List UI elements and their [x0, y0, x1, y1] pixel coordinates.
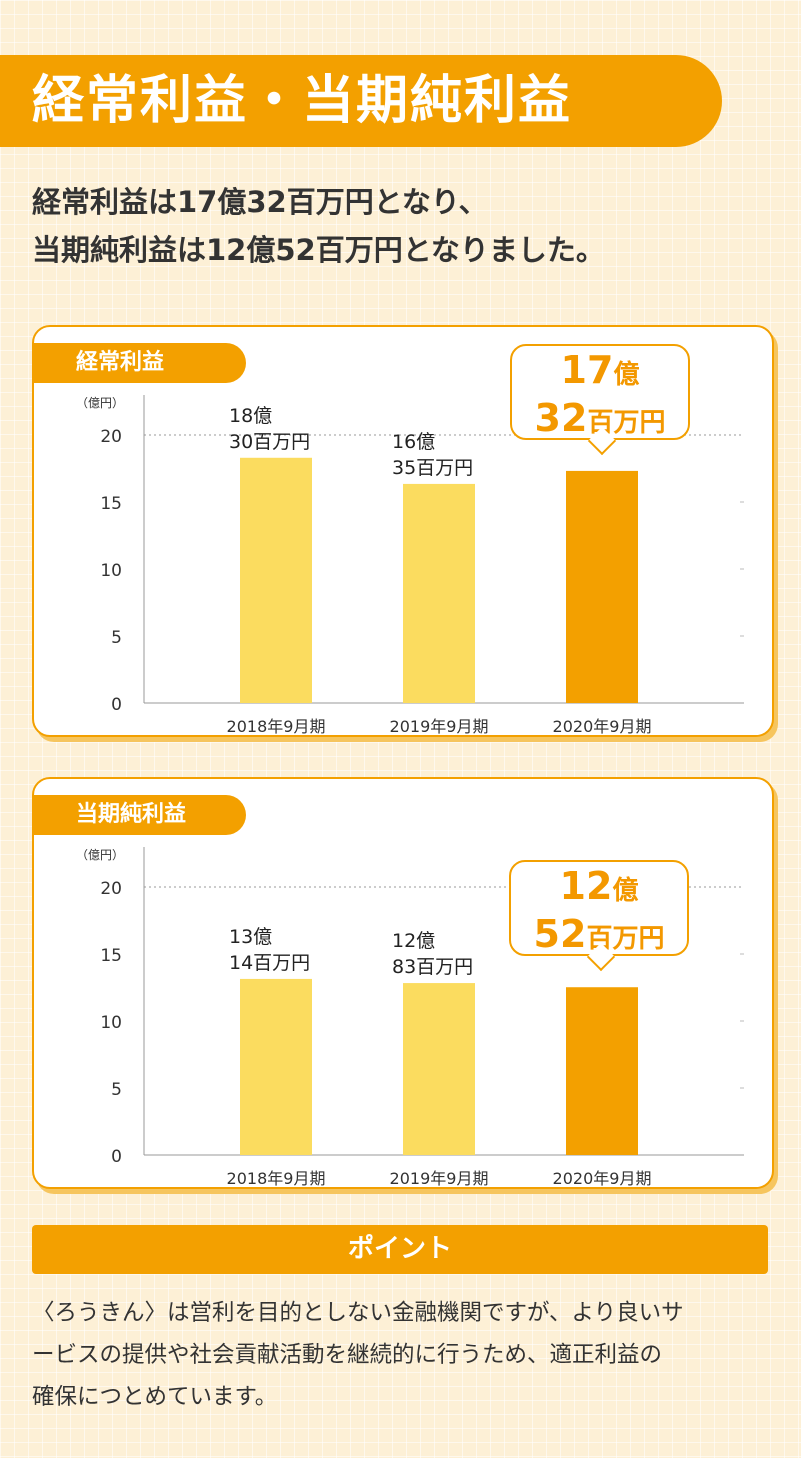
data-label: 30百万円 [229, 431, 310, 453]
highlight-unit: 億 [613, 360, 640, 390]
data-label: 14百万円 [229, 952, 310, 974]
bar [240, 978, 312, 1155]
highlight-unit: 百万円 [587, 408, 666, 438]
x-tick-label: 2018年9月期 [227, 1169, 326, 1188]
net-income-chart: （億円） 0 5 10 15 20 13億 14百万円 2018年9月期 12億 83百万円 2019… [76, 847, 744, 1188]
bar [403, 983, 475, 1155]
data-label: 13億 [229, 926, 272, 948]
point-line: ービスの提供や社会貢献活動を継続的に行うため、適正利益の [32, 1342, 663, 1368]
data-label: 83百万円 [392, 956, 473, 978]
y-axis-label: （億円） [76, 848, 124, 862]
title-banner: 経常利益・当期純利益 [0, 55, 722, 147]
highlight-number: 52 [533, 912, 587, 956]
bar [240, 457, 312, 703]
highlight-unit: 百万円 [586, 924, 665, 954]
data-label: 18億 [229, 405, 272, 427]
data-label: 35百万円 [392, 457, 473, 479]
y-axis-label: （億円） [76, 396, 124, 410]
bar [566, 470, 638, 703]
y-tick-label: 20 [100, 427, 122, 447]
y-tick-label: 0 [111, 1147, 122, 1167]
highlight-callout: 17億 32百万円 [510, 344, 690, 440]
point-line: 〈ろうきん〉は営利を目的としない金融機関ですが、より良いサ [32, 1300, 684, 1326]
highlight-callout: 12億 52百万円 [509, 860, 689, 956]
bar [566, 987, 638, 1155]
x-tick-label: 2018年9月期 [227, 717, 326, 736]
page-title: 経常利益・当期純利益 [32, 71, 573, 131]
x-tick-label: 2020年9月期 [553, 717, 652, 736]
highlight-unit: 億 [612, 876, 639, 906]
highlight-number: 17 [560, 348, 614, 392]
lead-line: 当期純利益は12億52百万円となりました。 [32, 233, 605, 267]
highlight-number: 12 [559, 864, 613, 908]
x-tick-label: 2019年9月期 [390, 1169, 489, 1188]
y-tick-label: 15 [100, 494, 122, 514]
ordinary-profit-chart: （億円） 0 5 10 15 20 18億 30百万円 2018年9月期 16億 35百万円 2019… [76, 395, 744, 736]
x-tick-label: 2019年9月期 [390, 717, 489, 736]
data-label: 12億 [392, 930, 435, 952]
chart-title: 経常利益 [32, 343, 246, 383]
lead-line: 経常利益は17億32百万円となり、 [32, 185, 488, 219]
y-tick-label: 15 [100, 946, 122, 966]
lead-text: 経常利益は17億32百万円となり、 当期純利益は12億52百万円となりました。 [32, 178, 772, 274]
data-label: 16億 [392, 431, 435, 453]
point-text: 〈ろうきん〉は営利を目的としない金融機関ですが、より良いサ ービスの提供や社会貢… [32, 1292, 772, 1418]
highlight-number: 32 [534, 396, 588, 440]
y-tick-label: 20 [100, 879, 122, 899]
point-heading: ポイント [32, 1225, 768, 1274]
y-tick-label: 10 [100, 561, 122, 581]
y-tick-label: 10 [100, 1013, 122, 1033]
point-line: 確保につとめています。 [32, 1384, 278, 1410]
net-income-card: 当期純利益 （億円） 0 5 10 15 20 13億 14百万円 2018年9月期 12億 83百… [32, 777, 774, 1189]
x-tick-label: 2020年9月期 [553, 1169, 652, 1188]
y-tick-label: 5 [111, 1080, 122, 1100]
ordinary-profit-card: 経常利益 （億円） 0 5 10 15 20 18億 30百万円 2018年9月期 16億 35百万… [32, 325, 774, 737]
bar [403, 483, 475, 703]
chart-title: 当期純利益 [32, 795, 246, 835]
y-tick-label: 5 [111, 628, 122, 648]
y-tick-label: 0 [111, 695, 122, 715]
